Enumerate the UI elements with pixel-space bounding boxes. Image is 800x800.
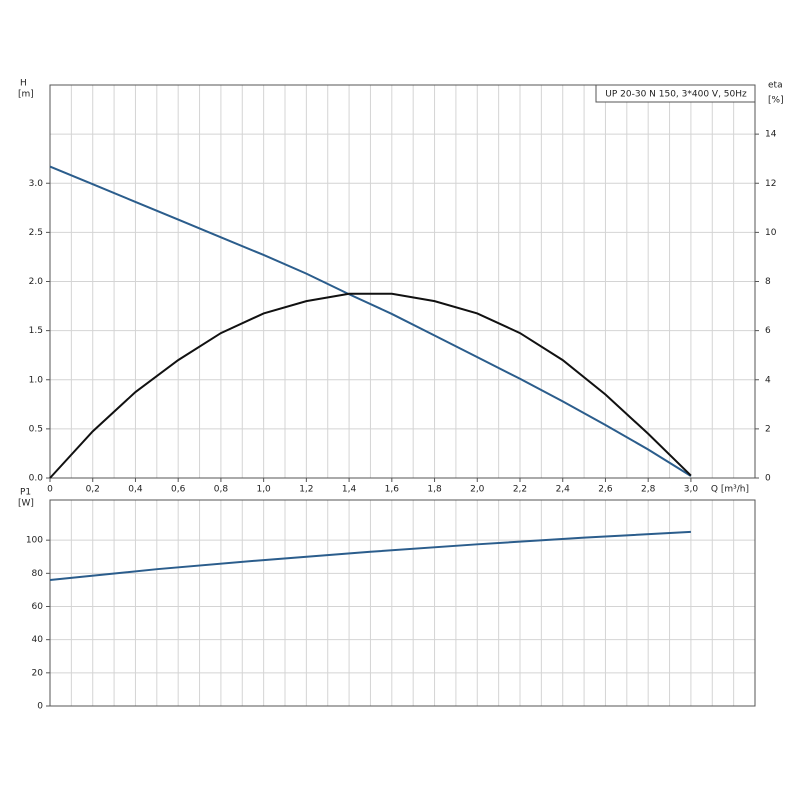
y2-axis-unit: [%] (768, 96, 784, 106)
y-tick-label: 3.0 (29, 179, 44, 189)
y-tick-label: 1.0 (29, 375, 44, 385)
y-tick-label: 1.5 (29, 326, 43, 336)
y-tick-label: 0.0 (29, 474, 44, 484)
x-tick-label: 1,6 (385, 485, 400, 495)
y2-tick-label: 8 (765, 277, 771, 287)
x-tick-label: 0,2 (86, 485, 100, 495)
x-tick-label: 1,4 (342, 485, 357, 495)
y2-tick-label: 6 (765, 326, 771, 336)
series-line (49, 292, 692, 479)
x-tick-label: 0,8 (214, 485, 229, 495)
x-tick-label: 0 (47, 485, 53, 495)
y2-tick-label: 14 (765, 130, 777, 140)
x-tick-label: 0,4 (128, 485, 143, 495)
y2-tick-label: 10 (765, 228, 777, 238)
y-axis-unit: [W] (18, 499, 34, 509)
y2-tick-label: 12 (765, 179, 776, 189)
x-tick-label: 2,4 (556, 485, 571, 495)
y-tick-label: 0 (37, 702, 43, 712)
y-tick-label: 80 (32, 569, 44, 579)
y-tick-label: 40 (32, 635, 44, 645)
y-axis-unit: [m] (18, 90, 34, 100)
y-tick-label: 2.0 (29, 277, 44, 287)
plot-frame (49, 499, 756, 707)
y-axis-label: P1 (20, 488, 31, 498)
y-tick-label: 0.5 (29, 424, 43, 434)
series-line (49, 165, 692, 477)
y2-tick-label: 2 (765, 424, 771, 434)
x-tick-label: 3,0 (684, 485, 699, 495)
x-tick-label: 2,8 (641, 485, 656, 495)
x-axis-label: Q [m³/h] (711, 485, 749, 495)
x-tick-label: 2,0 (470, 485, 485, 495)
x-tick-label: 0,6 (171, 485, 186, 495)
y2-tick-label: 4 (765, 375, 771, 385)
x-tick-label: 1,8 (427, 485, 442, 495)
y-tick-label: 100 (26, 536, 43, 546)
y2-axis-label: eta (768, 81, 783, 91)
y-tick-label: 2.5 (29, 228, 43, 238)
x-tick-label: 1,0 (256, 485, 271, 495)
x-tick-label: 1,2 (299, 485, 313, 495)
title-box (595, 84, 756, 103)
chart-title: UP 20-30 N 150, 3*400 V, 50Hz (605, 90, 747, 100)
series-line (49, 530, 691, 581)
y2-tick-label: 0 (765, 474, 771, 484)
x-tick-label: 2,2 (513, 485, 527, 495)
y-tick-label: 60 (32, 602, 44, 612)
x-tick-label: 2,6 (598, 485, 613, 495)
y-axis-label: H (20, 79, 27, 89)
y-tick-label: 20 (32, 668, 44, 678)
